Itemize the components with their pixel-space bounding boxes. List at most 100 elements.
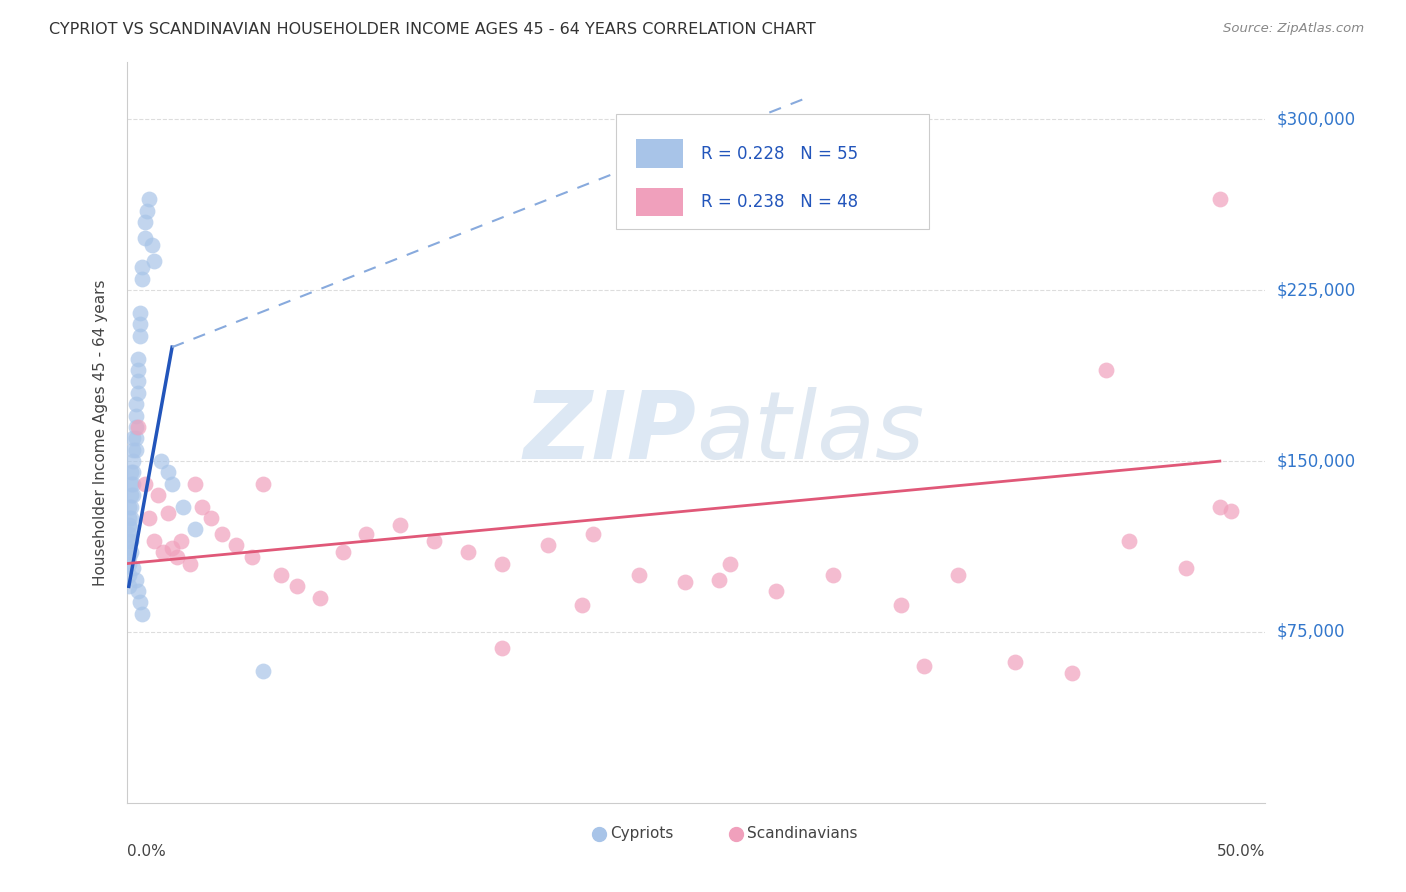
Text: R = 0.238   N = 48: R = 0.238 N = 48 [700, 193, 858, 211]
Point [118, 517, 141, 532]
Point [190, 500, 212, 514]
Point [179, 557, 201, 571]
Text: Cypriots: Cypriots [610, 826, 673, 841]
Point [354, 527, 377, 541]
Point [129, 318, 152, 332]
Point [1209, 192, 1232, 206]
Point [156, 507, 179, 521]
Point [138, 511, 160, 525]
FancyBboxPatch shape [616, 114, 929, 229]
Point [118, 568, 141, 582]
Point [124, 573, 146, 587]
Point [388, 517, 411, 532]
Text: 50.0%: 50.0% [1218, 844, 1265, 858]
Point [122, 431, 145, 445]
Point [134, 231, 156, 245]
Point [148, 488, 170, 502]
Point [120, 476, 142, 491]
Point [287, 579, 309, 593]
Point [118, 541, 141, 555]
Point [628, 568, 651, 582]
Point [423, 533, 446, 548]
Point [136, 203, 159, 218]
Point [124, 442, 146, 457]
Point [537, 538, 560, 552]
Point [765, 583, 787, 598]
Point [707, 573, 730, 587]
Point [120, 466, 142, 480]
Point [122, 476, 145, 491]
Text: $300,000: $300,000 [1277, 111, 1355, 128]
Point [309, 591, 332, 605]
Point [118, 500, 141, 514]
Point [142, 253, 165, 268]
Point [124, 420, 146, 434]
Point [124, 431, 146, 445]
Point [240, 549, 263, 564]
Point [138, 192, 160, 206]
Point [122, 442, 145, 457]
Point [270, 568, 292, 582]
Point [124, 409, 146, 423]
Point [1209, 500, 1232, 514]
Point [184, 523, 207, 537]
Point [120, 488, 142, 502]
Point [129, 328, 152, 343]
Point [673, 574, 696, 589]
Point [890, 598, 912, 612]
Point [946, 568, 969, 582]
Point [1004, 655, 1026, 669]
Point [118, 557, 141, 571]
Point [160, 476, 183, 491]
Point [1220, 504, 1243, 518]
Text: $150,000: $150,000 [1277, 452, 1355, 470]
Text: Scandinavians: Scandinavians [747, 826, 858, 841]
Point [118, 527, 141, 541]
Point [172, 500, 194, 514]
Text: R = 0.228   N = 55: R = 0.228 N = 55 [700, 145, 858, 162]
Bar [636, 139, 683, 168]
Point [332, 545, 354, 559]
Point [118, 579, 141, 593]
Point [166, 549, 188, 564]
Point [120, 533, 142, 548]
Point [582, 527, 605, 541]
Point [718, 557, 741, 571]
Point [156, 466, 179, 480]
Point [134, 215, 156, 229]
Point [122, 561, 145, 575]
Point [160, 541, 183, 555]
Text: $75,000: $75,000 [1277, 623, 1346, 641]
Point [127, 583, 149, 598]
Point [252, 476, 274, 491]
Point [127, 385, 149, 400]
Point [1118, 533, 1140, 548]
Point [252, 664, 274, 678]
Point [122, 454, 145, 468]
Text: ZIP: ZIP [523, 386, 696, 479]
Point [152, 545, 174, 559]
Point [225, 538, 247, 552]
Point [131, 260, 153, 275]
Y-axis label: Householder Income Ages 45 - 64 years: Householder Income Ages 45 - 64 years [93, 279, 108, 586]
Point [127, 363, 149, 377]
Point [571, 598, 593, 612]
Point [120, 500, 142, 514]
Point [134, 476, 156, 491]
Point [491, 557, 513, 571]
Text: CYPRIOT VS SCANDINAVIAN HOUSEHOLDER INCOME AGES 45 - 64 YEARS CORRELATION CHART: CYPRIOT VS SCANDINAVIAN HOUSEHOLDER INCO… [49, 22, 815, 37]
Point [120, 545, 142, 559]
Point [120, 523, 142, 537]
Point [118, 549, 141, 564]
Point [141, 237, 163, 252]
Text: Source: ZipAtlas.com: Source: ZipAtlas.com [1223, 22, 1364, 36]
Point [129, 595, 152, 609]
Point [118, 533, 141, 548]
Text: atlas: atlas [696, 387, 924, 478]
Point [1174, 561, 1197, 575]
Point [1060, 665, 1083, 680]
Point [129, 306, 152, 320]
Point [170, 533, 193, 548]
Text: $225,000: $225,000 [1277, 281, 1355, 299]
Point [184, 476, 207, 491]
